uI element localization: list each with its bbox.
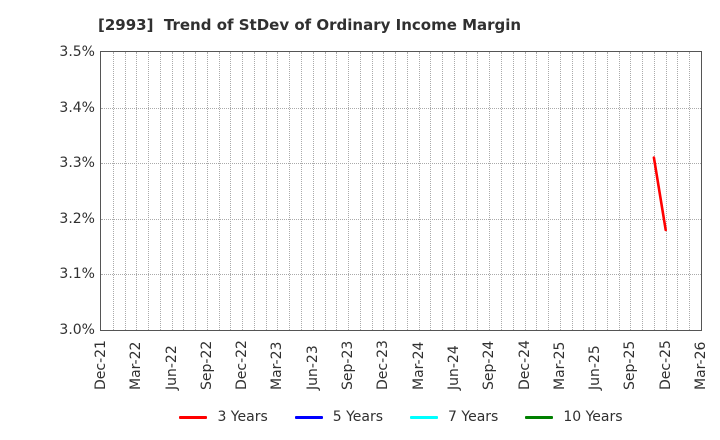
y-tick-label: 3.5% (59, 44, 95, 60)
x-tick-label: Mar-24 (410, 341, 427, 390)
x-tick-label: Mar-23 (269, 341, 286, 390)
vertical-gridline (218, 52, 220, 330)
vertical-gridline (253, 52, 255, 330)
legend-item-7-years: 7 Years (410, 409, 498, 425)
legend-label: 7 Years (448, 409, 499, 425)
x-tick-label: Mar-26 (693, 341, 709, 390)
x-tick-label: Dec-22 (234, 340, 251, 390)
legend-swatch-3-years (179, 415, 208, 419)
chart-title: [2993] Trend of StDev of Ordinary Income… (98, 16, 522, 34)
vertical-gridline (301, 52, 302, 330)
vertical-gridline (383, 52, 385, 330)
x-tick-label: Sep-25 (622, 340, 639, 390)
x-tick-label: Sep-24 (481, 340, 498, 390)
legend-label: 3 Years (217, 409, 268, 425)
vertical-gridline (242, 52, 244, 330)
series-line-3-years (652, 156, 668, 232)
vertical-gridline (606, 52, 608, 330)
vertical-gridline (359, 52, 361, 330)
vertical-gridline (489, 52, 491, 330)
vertical-gridline (395, 52, 397, 330)
vertical-gridline (653, 52, 655, 330)
vertical-gridline (453, 52, 455, 330)
horizontal-gridline (101, 219, 701, 220)
vertical-gridline (336, 52, 338, 330)
y-tick-label: 3.1% (59, 266, 95, 283)
vertical-gridline (171, 52, 173, 330)
vertical-gridline (477, 52, 479, 330)
legend-item-5-years: 5 Years (294, 409, 384, 425)
vertical-gridline (512, 52, 514, 330)
legend-item-3-years: 3 Years (179, 409, 268, 425)
vertical-gridline (418, 52, 420, 330)
legend: 3 Years 5 Years 7 Years 10 Years (101, 406, 701, 428)
vertical-gridline (206, 52, 208, 330)
vertical-gridline (465, 52, 467, 330)
vertical-gridline (312, 52, 314, 330)
vertical-gridline (112, 52, 114, 330)
vertical-gridline (159, 52, 161, 330)
vertical-gridline (501, 52, 502, 330)
vertical-gridline (559, 52, 561, 330)
horizontal-gridline (101, 274, 701, 275)
vertical-gridline (665, 52, 667, 330)
vertical-gridline (689, 52, 691, 330)
y-tick-label: 3.2% (59, 210, 95, 227)
x-tick-label: Jun-22 (163, 345, 180, 390)
vertical-gridline (324, 52, 326, 330)
plot-area (100, 51, 702, 331)
vertical-gridline (630, 52, 632, 330)
vertical-gridline (136, 52, 138, 330)
vertical-gridline (583, 52, 585, 330)
legend-label: 10 Years (563, 409, 623, 425)
vertical-gridline (571, 52, 573, 330)
horizontal-gridline (101, 108, 701, 109)
x-tick-label: Dec-23 (375, 340, 392, 390)
vertical-gridline (677, 52, 679, 330)
vertical-gridline (124, 52, 126, 330)
vertical-gridline (642, 52, 644, 330)
x-tick-label: Jun-24 (445, 345, 462, 390)
vertical-gridline (195, 52, 197, 330)
legend-label: 5 Years (332, 409, 384, 425)
horizontal-gridline (101, 163, 701, 164)
y-tick-label: 3.3% (59, 155, 95, 172)
vertical-gridline (618, 52, 620, 330)
vertical-gridline (371, 52, 373, 330)
x-tick-label: Dec-21 (93, 340, 109, 390)
vertical-gridline (148, 52, 150, 330)
x-tick-label: Sep-22 (198, 340, 215, 390)
vertical-gridline (230, 52, 232, 330)
vertical-gridline (524, 52, 526, 330)
vertical-gridline (548, 52, 550, 330)
y-tick-label: 3.0% (59, 322, 95, 338)
x-tick-label: Dec-25 (657, 340, 674, 390)
legend-swatch-5-years (294, 415, 323, 419)
legend-swatch-10-years (525, 415, 554, 419)
vertical-gridline (277, 52, 279, 330)
x-tick-label: Mar-22 (128, 341, 145, 390)
vertical-gridline (595, 52, 597, 330)
x-tick-label: Sep-23 (340, 340, 357, 390)
legend-swatch-7-years (410, 415, 439, 419)
vertical-gridline (289, 52, 291, 330)
vertical-gridline (183, 52, 185, 330)
vertical-gridline (265, 52, 267, 330)
vertical-gridline (442, 52, 444, 330)
legend-item-10-years: 10 Years (525, 409, 623, 425)
y-tick-label: 3.4% (59, 99, 95, 116)
x-tick-label: Jun-25 (587, 345, 604, 390)
series-plot (652, 156, 668, 232)
x-tick-label: Mar-25 (551, 341, 568, 390)
vertical-gridline (430, 52, 432, 330)
vertical-gridline (348, 52, 350, 330)
x-tick-label: Jun-23 (304, 345, 321, 390)
x-tick-label: Dec-24 (516, 340, 533, 390)
vertical-gridline (536, 52, 538, 330)
vertical-gridline (406, 52, 408, 330)
